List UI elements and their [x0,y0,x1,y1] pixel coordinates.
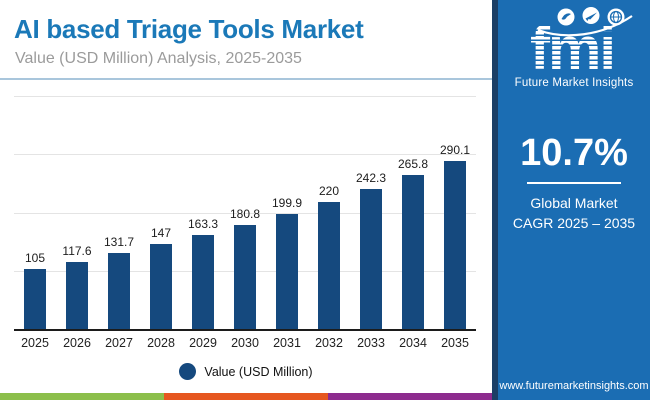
bar-slot-2029: 163.3 [182,97,224,330]
bar-slot-2028: 147 [140,97,182,330]
legend-marker [179,363,197,380]
bar-slot-2030: 180.8 [224,97,266,330]
bar-value-label: 117.6 [62,243,92,258]
website-url: www.futuremarketinsights.com [499,380,649,392]
x-tick-label: 2030 [231,336,259,350]
cagr-divider [527,182,621,184]
globe-icon [607,8,625,26]
bar-value-label: 220 [318,183,340,198]
plot-area: 105 117.6 131.7 147 163.3 180.8 199.9 220 242.3 2… [14,96,476,330]
cagr-line2: CAGR 2025 – 2035 [512,215,636,232]
legend: Value (USD Million) [0,363,492,380]
bar-2029: 163.3 [188,217,218,330]
stripe-segment [164,393,328,400]
bar-value-label: 180.8 [229,206,261,221]
page-subtitle: Value (USD Million) Analysis, 2025-2035 [15,50,302,67]
bar-2034: 265.8 [398,157,428,330]
bar-value-label: 242.3 [355,170,387,185]
bars-group: 105 117.6 131.7 147 163.3 180.8 199.9 220 242.3 2… [14,97,476,330]
fmi-logo: fmi Future Market Insights [498,6,650,89]
footer-stripe [0,393,492,400]
x-axis-line [14,329,476,331]
cagr-block: 10.7% Global Market CAGR 2025 – 2035 [498,132,650,234]
header-divider [0,78,492,80]
bar-slot-2034: 265.8 [392,97,434,330]
x-tick-label: 2025 [21,336,49,350]
bar-slot-2031: 199.9 [266,97,308,330]
bar-2025: 105 [24,251,46,330]
bird-icon [557,8,575,26]
logo-text: fmi [530,15,614,76]
x-tick-label: 2032 [315,336,343,350]
bar-slot-2027: 131.7 [98,97,140,330]
bar-2027: 131.7 [104,235,134,330]
bar-slot-2033: 242.3 [350,97,392,330]
bar-2026: 117.6 [62,244,92,330]
x-tick-label: 2034 [399,336,427,350]
fmi-logo-graphic: fmi [530,7,633,76]
bar-value-label: 105 [24,250,46,265]
chart-panel: AI based Triage Tools Market Value (USD … [0,14,492,400]
logo-tagline: Future Market Insights [514,77,634,89]
bar-2028: 147 [150,226,172,330]
bar-2031: 199.9 [272,196,302,330]
x-tick-label: 2028 [147,336,175,350]
bar-value-label: 199.9 [271,195,303,210]
bar-value-label: 265.8 [397,157,429,172]
page-title: AI based Triage Tools Market [14,14,364,44]
cagr-value: 10.7% [520,132,628,174]
x-tick-label: 2033 [357,336,385,350]
bar-slot-2032: 220 [308,97,350,330]
x-tick-label: 2031 [273,336,301,350]
x-tick-label: 2035 [441,336,469,350]
x-tick-label: 2026 [63,336,91,350]
plane-icon [582,7,600,24]
bar-value-label: 131.7 [103,235,135,250]
bar-2030: 180.8 [230,207,260,330]
x-axis-labels: 2025 2026 2027 2028 2029 2030 2031 2032 2033 2034… [14,336,476,350]
bar-value-label: 163.3 [187,216,219,231]
gridline [14,96,476,97]
bar-value-label: 147 [150,226,172,241]
brand-sidebar: fmi Future Market Insights 10.7% Global … [492,0,650,400]
gridline [14,154,476,156]
bar-value-label: 290.1 [439,143,471,158]
legend-label: Value (USD Million) [204,364,313,379]
x-tick-label: 2027 [105,336,133,350]
gridline [14,212,476,214]
bar-slot-2035: 290.1 [434,97,476,330]
cagr-line1: Global Market [530,195,618,211]
stripe-segment [0,393,164,400]
x-tick-label: 2029 [189,336,217,350]
bar-2035: 290.1 [440,143,470,330]
bar-2032: 220 [318,184,340,330]
bar-slot-2025: 105 [14,97,56,330]
bar-2033: 242.3 [356,171,386,330]
bar-slot-2026: 117.6 [56,97,98,330]
stripe-segment [328,393,492,400]
